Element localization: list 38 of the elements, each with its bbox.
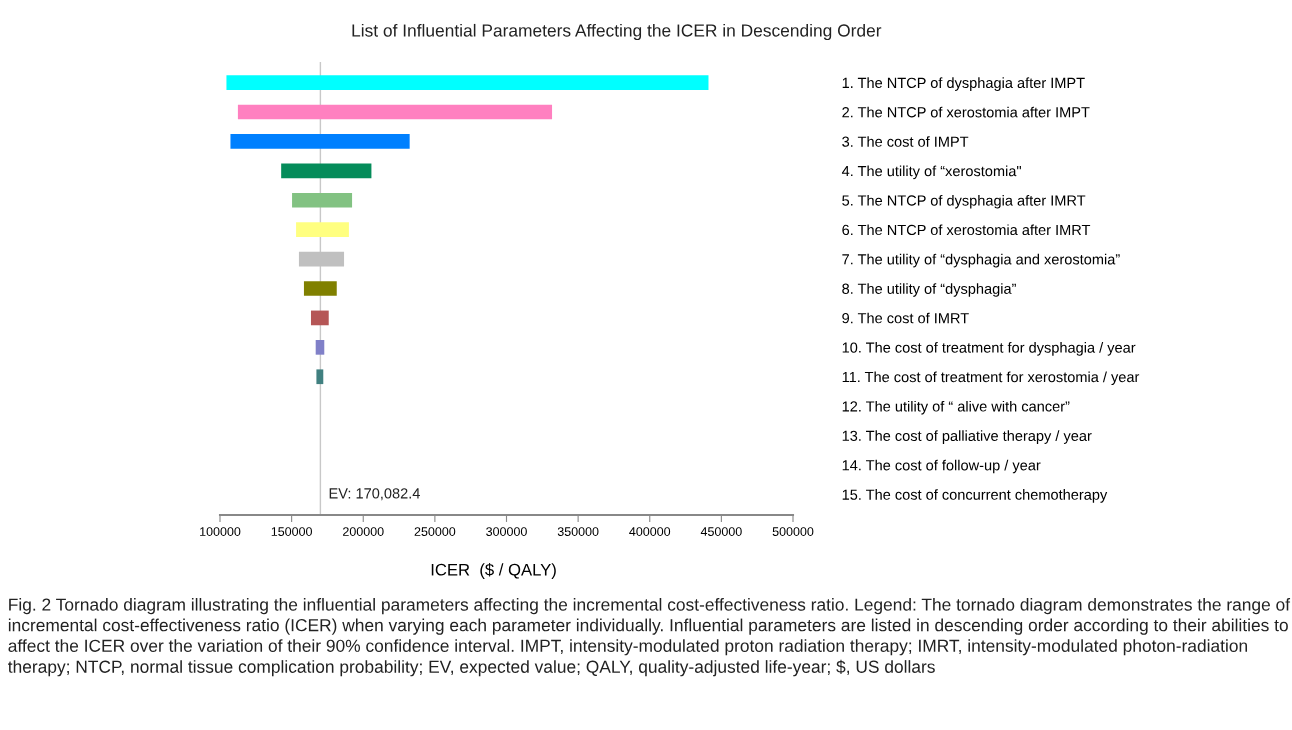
y-tick-label: 7. The utility of “dysphagia and xerostomia” bbox=[842, 253, 1120, 268]
x-tick-label: 150000 bbox=[271, 527, 312, 536]
x-tick-label: 400000 bbox=[629, 527, 671, 536]
y-tick-label: 10. The cost of treatment for dysphagia / year bbox=[842, 342, 1136, 356]
y-tick-label: 12. The utility of “ alive with cancer” bbox=[842, 400, 1070, 415]
y-tick-label: 13. The cost of palliative therapy / year bbox=[842, 430, 1092, 444]
x-axis-title: ICER ($ / QALY) bbox=[431, 563, 556, 579]
y-tick-label: 2. The NTCP of xerostomia after IMPT bbox=[842, 106, 1090, 118]
bar bbox=[303, 281, 337, 296]
y-tick-label: 11. The cost of treatment for xerostomia / year bbox=[842, 371, 1140, 386]
x-tick-label: 300000 bbox=[486, 527, 527, 536]
x-tick-label: 450000 bbox=[700, 527, 742, 536]
ref-line-label: EV: 170,082.4 bbox=[329, 488, 420, 501]
y-tick-label: 4. The utility of “xerostomia" bbox=[841, 165, 1021, 180]
y-tick-label: 1. The NTCP of dysphagia after IMPT bbox=[842, 77, 1085, 91]
caption: Fig. 2 Tornado diagram illustrating the influential parameters affecting the incremental cost-effectiveness ratio. Legend: The tornado diagram demonstrates the range of incremental cost-effectiveness ratio (ICER) when varying each parameter individually. Influential parameters are listed in descending order according to their abilities to affect the ICER over the variation of their 90% confidence interval. IMPT, intensity-modulated proton radiation therapy; IMRT, intensity-modulated photon-radiation therapy; NTCP, normal tissue complication probability; EV, expected value; QALY, quality-adjusted life-year; $, US dollars bbox=[8, 598, 1291, 677]
bar bbox=[315, 339, 325, 355]
y-tick-label: 15. The cost of concurrent chemotherapy bbox=[842, 489, 1108, 503]
x-tick-label: 500000 bbox=[772, 527, 814, 536]
x-tick-label: 350000 bbox=[557, 527, 599, 536]
chart-title: List of Influential Parameters Affecting the ICER in Descending Order bbox=[352, 23, 882, 41]
bar bbox=[237, 104, 553, 120]
y-tick-label: 6. The NTCP of xerostomia after IMRT bbox=[842, 224, 1091, 236]
x-tick-label: 250000 bbox=[414, 527, 456, 536]
bar bbox=[310, 310, 329, 326]
bar bbox=[281, 163, 372, 179]
y-tick-label: 5. The NTCP of dysphagia after IMRT bbox=[842, 194, 1086, 209]
x-tick-label: 100000 bbox=[200, 527, 241, 536]
y-tick-label: 14. The cost of follow-up / year bbox=[842, 459, 1041, 474]
y-tick-label: 9. The cost of IMRT bbox=[842, 312, 969, 324]
bar bbox=[226, 75, 709, 90]
bar bbox=[230, 134, 410, 149]
x-tick-label: 200000 bbox=[343, 527, 384, 536]
bar bbox=[292, 192, 353, 208]
bar bbox=[316, 369, 324, 385]
bar bbox=[296, 222, 349, 238]
y-tick-label: 3. The cost of IMPT bbox=[842, 136, 969, 147]
y-tick-label: 8. The utility of “dysphagia” bbox=[842, 283, 1016, 297]
